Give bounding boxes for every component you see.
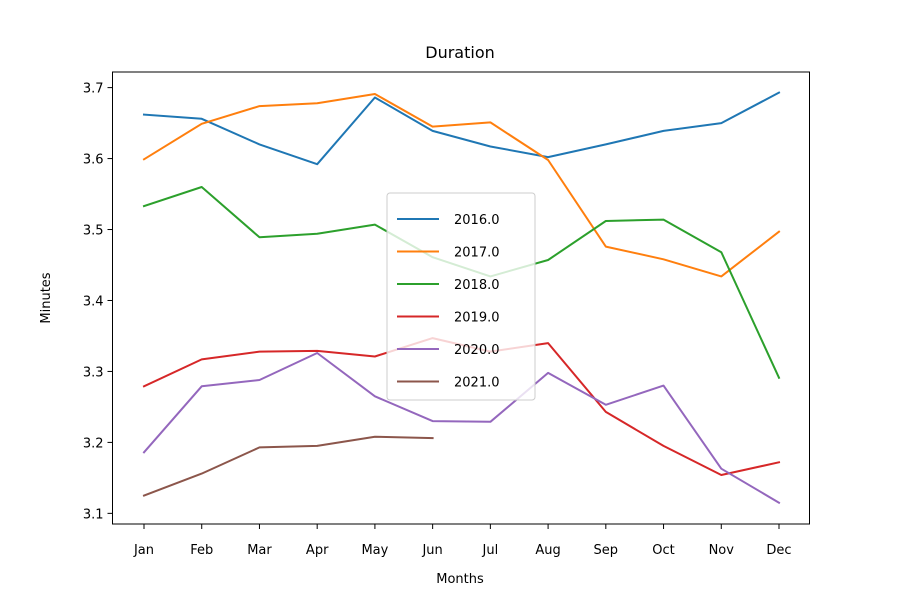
y-axis: 3.1 3.2 3.3 3.4 3.5 3.6 3.7 [83, 82, 113, 522]
x-tick-label: Feb [190, 543, 213, 558]
chart-title: Duration [425, 43, 495, 62]
series-line-2016-0 [142, 91, 781, 166]
y-tick-label: 3.3 [83, 365, 104, 380]
legend-label: 2016.0 [454, 213, 500, 228]
x-tick-label: Nov [709, 543, 735, 558]
x-tick-label: Oct [652, 543, 674, 558]
legend: 2016.0 2017.0 2018.0 2019.0 2020.0 2021.0 [386, 192, 536, 401]
y-tick-label: 3.4 [83, 294, 104, 309]
x-tick-label: Jul [482, 543, 499, 558]
y-tick-label: 3.2 [83, 436, 104, 451]
x-tick-label: Mar [247, 543, 272, 558]
legend-label: 2018.0 [454, 278, 500, 293]
x-tick-label: Jan [133, 543, 154, 558]
x-tick-label: Apr [306, 543, 329, 558]
x-axis: Jan Feb Mar Apr May Jun Jul Aug Sep Oct Nov Dec [133, 524, 792, 558]
x-axis-label: Months [436, 572, 484, 587]
series-line-2020-0 [142, 352, 781, 505]
legend-label: 2017.0 [454, 246, 500, 261]
series-line-2021-0 [142, 435, 434, 497]
plot-area-frame [112, 71, 810, 525]
x-tick-label: May [361, 543, 388, 558]
y-axis-label: Minutes [39, 272, 54, 323]
series-line-2017-0 [142, 93, 781, 278]
legend-label: 2020.0 [454, 343, 500, 358]
legend-label: 2021.0 [454, 376, 500, 391]
y-tick-label: 3.1 [83, 507, 104, 522]
y-tick-label: 3.6 [83, 153, 104, 168]
x-tick-label: Jun [421, 543, 442, 558]
legend-label: 2019.0 [454, 311, 500, 326]
y-tick-label: 3.5 [83, 224, 104, 239]
x-tick-label: Sep [594, 543, 619, 558]
y-tick-label: 3.7 [83, 82, 104, 97]
x-tick-label: Aug [535, 543, 560, 558]
x-tick-label: Dec [766, 543, 791, 558]
